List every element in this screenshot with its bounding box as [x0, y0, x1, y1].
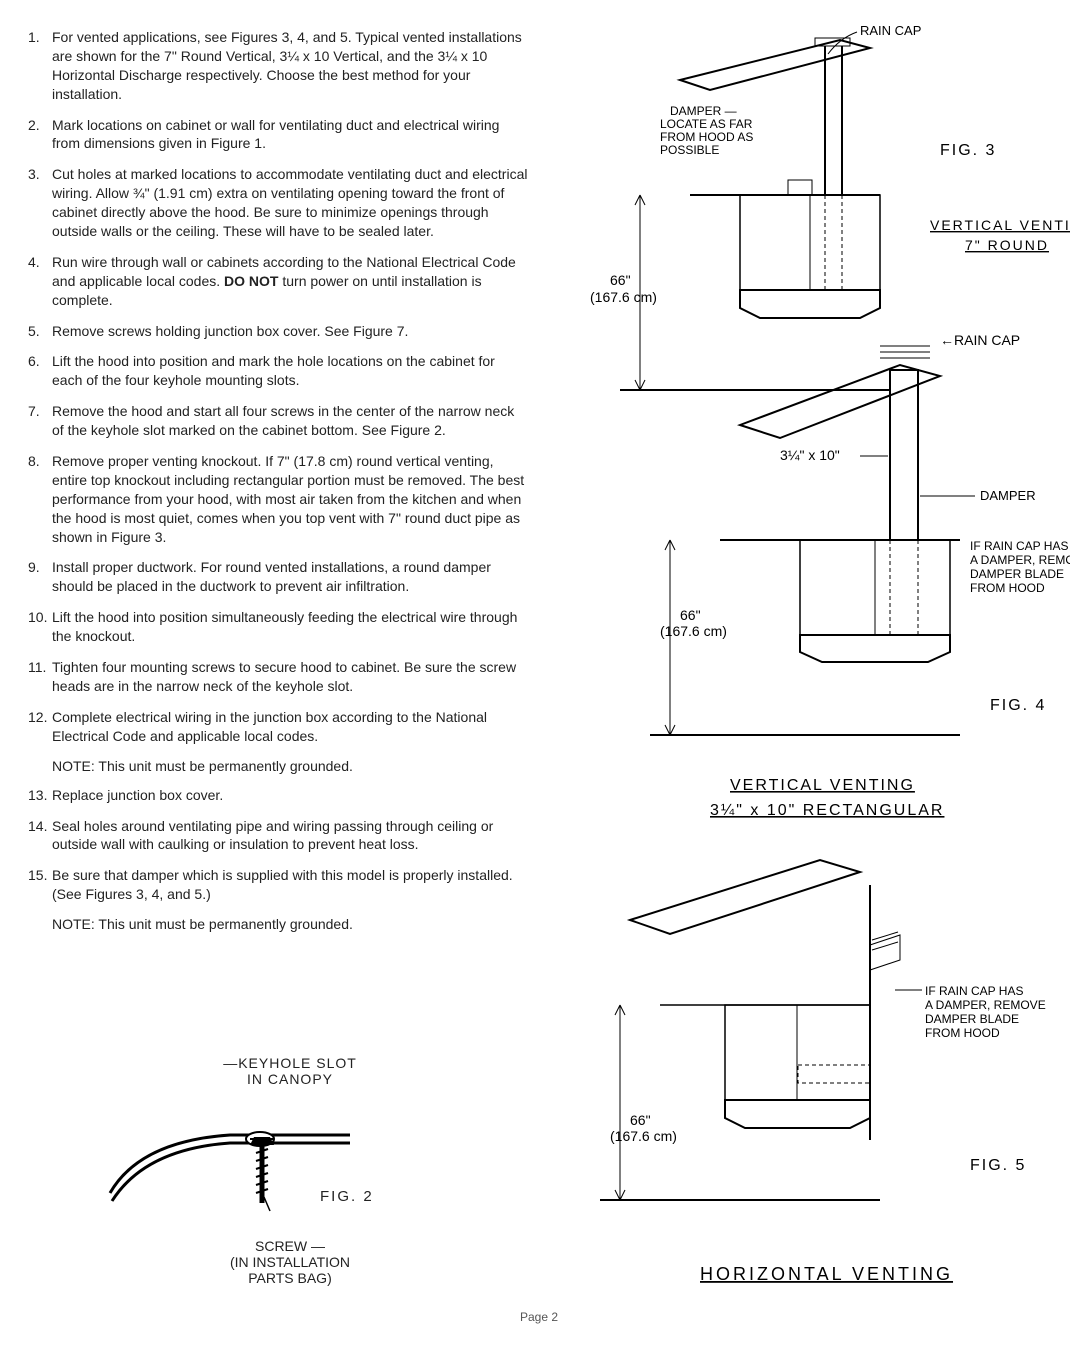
sixty-six-3: 66" — [630, 1112, 651, 1128]
screw-label2: (IN INSTALLATION — [230, 1254, 350, 1270]
step-item: 9.Install proper ductwork. For round ven… — [28, 558, 528, 596]
step-number: 3. — [28, 165, 52, 241]
step-number: 11. — [28, 658, 52, 696]
sixty-six-1: 66" — [610, 272, 631, 288]
damper-note-b2: A DAMPER, REMOVE — [925, 998, 1046, 1012]
step-number: 15. — [28, 866, 52, 904]
step-number: 12. — [28, 708, 52, 746]
step-number: 9. — [28, 558, 52, 596]
sixty-six-2: 66" — [680, 607, 701, 623]
sixty-six-cm-1: (167.6 cm) — [590, 289, 657, 305]
page-number: Page 2 — [520, 1310, 558, 1324]
step-item: 4.Run wire through wall or cabinets acco… — [28, 253, 528, 310]
step-text: Complete electrical wiring in the juncti… — [52, 708, 528, 746]
fig4-caption: FIG. 4 — [990, 697, 1046, 714]
step-text: Lift the hood into position and mark the… — [52, 352, 528, 390]
step-text: Be sure that damper which is supplied wi… — [52, 866, 528, 904]
screw-label: SCREW — — [255, 1238, 325, 1254]
keyhole-line2: IN CANOPY — [247, 1071, 333, 1087]
figure-2-svg — [90, 1093, 390, 1243]
vert-rect-caption: VERTICAL VENTING — [730, 777, 915, 794]
damper-note-4: FROM HOOD — [970, 581, 1045, 595]
figure-2: —KEYHOLE SLOT IN CANOPY FIG. 2 SCREW — (… — [90, 1055, 490, 1286]
step-text: For vented applications, see Figures 3, … — [52, 28, 528, 104]
step-number: 14. — [28, 817, 52, 855]
keyhole-label: —KEYHOLE SLOT IN CANOPY — [90, 1055, 490, 1087]
step-number: 2. — [28, 116, 52, 154]
step-item: 2.Mark locations on cabinet or wall for … — [28, 116, 528, 154]
step-item: 10.Lift the hood into position simultane… — [28, 608, 528, 646]
screw-label3: PARTS BAG) — [248, 1270, 332, 1286]
damper-note-b3: DAMPER BLADE — [925, 1012, 1019, 1026]
damper-locate-3: FROM HOOD AS — [660, 130, 753, 144]
damper-locate-2: LOCATE AS FAR — [660, 117, 753, 131]
damper-locate-4: POSSIBLE — [660, 143, 719, 157]
step-number: 6. — [28, 352, 52, 390]
step-text: Lift the hood into position simultaneous… — [52, 608, 528, 646]
keyhole-line1: —KEYHOLE SLOT — [223, 1055, 357, 1071]
rain-cap-label: RAIN CAP — [860, 23, 921, 38]
step-12-note: NOTE: This unit must be permanently grou… — [52, 758, 528, 774]
step-item: 11.Tighten four mounting screws to secur… — [28, 658, 528, 696]
step-item: 1.For vented applications, see Figures 3… — [28, 28, 528, 104]
damper-note-2: A DAMPER, REMOVE — [970, 553, 1070, 567]
vert-rect-sub: 3¼" x 10" RECTANGULAR — [710, 802, 944, 819]
step-text: Install proper ductwork. For round vente… — [52, 558, 528, 596]
step-number: 5. — [28, 322, 52, 341]
step-item: 12.Complete electrical wiring in the jun… — [28, 708, 528, 746]
step-text: Tighten four mounting screws to secure h… — [52, 658, 528, 696]
damper-note-3: DAMPER BLADE — [970, 567, 1064, 581]
step-number: 13. — [28, 786, 52, 805]
steps-list: 1.For vented applications, see Figures 3… — [28, 28, 528, 904]
step-number: 4. — [28, 253, 52, 310]
step-text: Seal holes around ventilating pipe and w… — [52, 817, 528, 855]
damper-note-1: IF RAIN CAP HAS — [970, 539, 1068, 553]
step-number: 8. — [28, 452, 52, 546]
instructions-column: 1.For vented applications, see Figures 3… — [28, 28, 528, 944]
step-number: 10. — [28, 608, 52, 646]
step-number: 1. — [28, 28, 52, 104]
step-text: Replace junction box cover. — [52, 786, 528, 805]
step-item: 14.Seal holes around ventilating pipe an… — [28, 817, 528, 855]
step-item: 3.Cut holes at marked locations to accom… — [28, 165, 528, 241]
step-item: 8.Remove proper venting knockout. If 7" … — [28, 452, 528, 546]
step-item: 13.Replace junction box cover. — [28, 786, 528, 805]
step-text: Run wire through wall or cabinets accord… — [52, 253, 528, 310]
grounding-note: NOTE: This unit must be permanently grou… — [52, 916, 528, 932]
fig5-caption: FIG. 5 — [970, 1157, 1026, 1174]
three-quarter-dim: 3¼" x 10" — [780, 447, 840, 463]
damper-note-b4: FROM HOOD — [925, 1026, 1000, 1040]
rain-cap-arrow-label: ←RAIN CAP — [940, 332, 1020, 348]
diagrams-column: RAIN CAP DAMPER — LOCATE AS FAR FROM HOO… — [560, 20, 1070, 1310]
step-item: 5.Remove screws holding junction box cov… — [28, 322, 528, 341]
step-item: 15.Be sure that damper which is supplied… — [28, 866, 528, 904]
seven-round-label: 7" ROUND — [965, 237, 1049, 253]
step-text: Remove proper venting knockout. If 7" (1… — [52, 452, 528, 546]
step-text: Cut holes at marked locations to accommo… — [52, 165, 528, 241]
venting-diagrams-svg: RAIN CAP DAMPER — LOCATE AS FAR FROM HOO… — [560, 20, 1070, 1310]
damper-locate-1: DAMPER — — [670, 104, 737, 118]
step-item: 7.Remove the hood and start all four scr… — [28, 402, 528, 440]
sixty-six-cm-3: (167.6 cm) — [610, 1128, 677, 1144]
horizontal-venting-caption: HORIZONTAL VENTING — [700, 1264, 953, 1284]
fig2-caption: FIG. 2 — [320, 1188, 374, 1205]
fig3-caption: FIG. 3 — [940, 142, 996, 159]
vertical-venting-label: VERTICAL VENTING — [930, 217, 1070, 233]
sixty-six-cm-2: (167.6 cm) — [660, 623, 727, 639]
step-item: 6.Lift the hood into position and mark t… — [28, 352, 528, 390]
damper-note-b1: IF RAIN CAP HAS — [925, 984, 1023, 998]
step-number: 7. — [28, 402, 52, 440]
damper-callout: DAMPER — [980, 488, 1036, 503]
step-text: Mark locations on cabinet or wall for ve… — [52, 116, 528, 154]
step-text: Remove screws holding junction box cover… — [52, 322, 528, 341]
step-text: Remove the hood and start all four screw… — [52, 402, 528, 440]
